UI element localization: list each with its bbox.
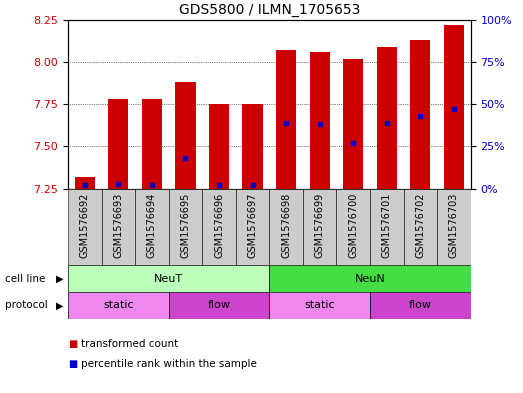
Bar	[370, 189, 404, 265]
Text: transformed count: transformed count	[81, 339, 178, 349]
Bar	[343, 59, 363, 189]
Text: GSM1576702: GSM1576702	[415, 193, 425, 258]
Bar	[310, 52, 329, 189]
Bar	[444, 25, 464, 189]
Text: GSM1576694: GSM1576694	[147, 193, 157, 258]
Text: ■: ■	[68, 359, 77, 369]
Bar	[269, 189, 303, 265]
Text: flow: flow	[409, 300, 432, 310]
Bar	[75, 177, 95, 189]
Bar	[437, 189, 471, 265]
Bar	[243, 104, 263, 189]
Bar	[269, 292, 370, 319]
Text: protocol: protocol	[5, 300, 48, 310]
Text: percentile rank within the sample: percentile rank within the sample	[81, 359, 257, 369]
Text: GSM1576698: GSM1576698	[281, 193, 291, 258]
Text: GSM1576696: GSM1576696	[214, 193, 224, 258]
Text: flow: flow	[208, 300, 231, 310]
Text: ▶: ▶	[56, 274, 64, 284]
Text: ■: ■	[68, 339, 77, 349]
Bar	[168, 292, 269, 319]
Text: GSM1576697: GSM1576697	[247, 193, 257, 258]
Bar	[202, 189, 236, 265]
Bar	[404, 189, 437, 265]
Text: cell line: cell line	[5, 274, 46, 284]
Text: GSM1576703: GSM1576703	[449, 193, 459, 258]
Bar	[303, 189, 336, 265]
Bar	[175, 82, 196, 189]
Text: GSM1576701: GSM1576701	[382, 193, 392, 258]
Text: GSM1576700: GSM1576700	[348, 193, 358, 258]
Bar	[276, 50, 296, 189]
Text: GSM1576699: GSM1576699	[315, 193, 325, 258]
Bar	[370, 292, 471, 319]
Bar	[108, 99, 129, 189]
Bar	[68, 292, 168, 319]
Text: NeuT: NeuT	[154, 274, 183, 284]
Bar	[101, 189, 135, 265]
Text: GSM1576692: GSM1576692	[80, 193, 90, 258]
Bar	[209, 104, 229, 189]
Bar	[377, 47, 397, 189]
Bar	[269, 265, 471, 292]
Bar	[68, 189, 101, 265]
Text: GSM1576693: GSM1576693	[113, 193, 123, 258]
Bar	[168, 189, 202, 265]
Bar	[410, 40, 430, 189]
Text: static: static	[304, 300, 335, 310]
Text: ▶: ▶	[56, 300, 64, 310]
Bar	[135, 189, 168, 265]
Bar	[336, 189, 370, 265]
Title: GDS5800 / ILMN_1705653: GDS5800 / ILMN_1705653	[179, 3, 360, 17]
Bar	[142, 99, 162, 189]
Text: GSM1576695: GSM1576695	[180, 193, 190, 258]
Text: static: static	[103, 300, 134, 310]
Text: NeuN: NeuN	[355, 274, 385, 284]
Bar	[68, 265, 269, 292]
Bar	[236, 189, 269, 265]
